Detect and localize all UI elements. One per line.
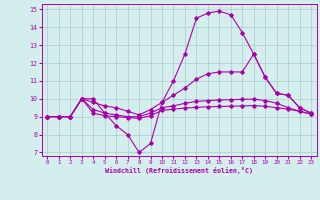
X-axis label: Windchill (Refroidissement éolien,°C): Windchill (Refroidissement éolien,°C) [105, 167, 253, 174]
